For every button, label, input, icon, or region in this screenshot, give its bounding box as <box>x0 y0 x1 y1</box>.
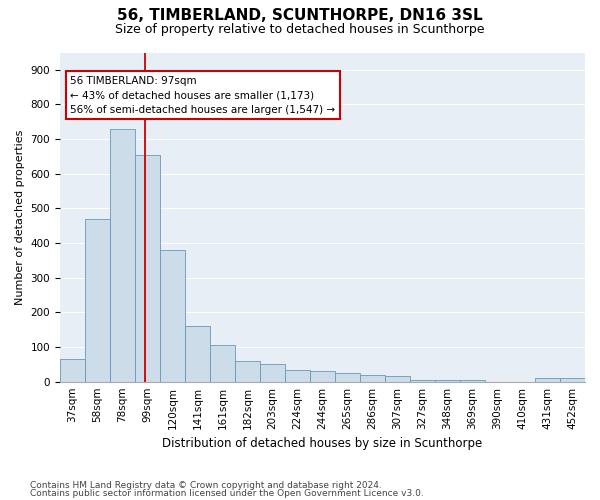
Bar <box>285 370 310 382</box>
Bar <box>110 128 135 382</box>
Bar <box>310 372 335 382</box>
Text: Contains HM Land Registry data © Crown copyright and database right 2024.: Contains HM Land Registry data © Crown c… <box>30 481 382 490</box>
Bar <box>560 378 585 382</box>
Bar <box>435 380 460 382</box>
Bar <box>85 219 110 382</box>
Bar <box>335 373 360 382</box>
Text: Contains public sector information licensed under the Open Government Licence v3: Contains public sector information licen… <box>30 488 424 498</box>
Bar <box>60 359 85 382</box>
Bar <box>260 364 285 382</box>
Bar <box>235 361 260 382</box>
Text: Size of property relative to detached houses in Scunthorpe: Size of property relative to detached ho… <box>115 22 485 36</box>
Bar <box>360 375 385 382</box>
Bar <box>135 154 160 382</box>
Text: 56 TIMBERLAND: 97sqm
← 43% of detached houses are smaller (1,173)
56% of semi-de: 56 TIMBERLAND: 97sqm ← 43% of detached h… <box>70 76 335 115</box>
Bar <box>385 376 410 382</box>
Bar <box>210 346 235 382</box>
Bar <box>460 380 485 382</box>
Bar <box>410 380 435 382</box>
Text: 56, TIMBERLAND, SCUNTHORPE, DN16 3SL: 56, TIMBERLAND, SCUNTHORPE, DN16 3SL <box>117 8 483 22</box>
Bar <box>160 250 185 382</box>
Bar <box>185 326 210 382</box>
X-axis label: Distribution of detached houses by size in Scunthorpe: Distribution of detached houses by size … <box>163 437 482 450</box>
Bar <box>535 378 560 382</box>
Y-axis label: Number of detached properties: Number of detached properties <box>15 130 25 305</box>
